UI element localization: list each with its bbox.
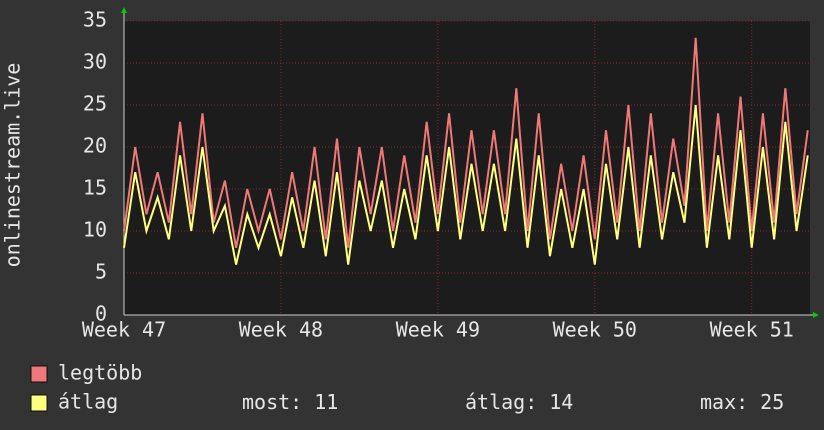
axis-arrow [813,312,819,318]
stat-label: átlag: [465,390,537,414]
y-tick-label: 10 [83,218,107,242]
stat-label: most: [242,390,302,414]
stat-value: 11 [314,390,338,414]
y-tick-label: 5 [95,260,107,284]
y-axis-label: onlinestream.live [1,63,25,268]
stat-value: 25 [760,390,784,414]
legend-stat: átlag: 14 [465,390,573,414]
x-tick-label: Week 47 [82,318,166,342]
legend-stat: most: 11 [242,390,338,414]
y-tick-label: 0 [95,302,107,326]
y-tick-label: 20 [83,134,107,158]
legend-label: legtöbb [58,361,142,385]
series-line [123,104,809,265]
legend-stat: max: 25 [700,390,784,414]
x-tick-label: Week 51 [710,318,794,342]
y-tick-label: 35 [83,8,107,32]
axis-arrow [121,7,127,13]
x-tick-label: Week 50 [553,318,637,342]
series-line [123,37,809,248]
y-tick-label: 30 [83,50,107,74]
y-tick-label: 15 [83,176,107,200]
legend-swatch [30,394,48,412]
y-tick-label: 25 [83,92,107,116]
legend-swatch [30,365,48,383]
legend-label: átlag [58,390,118,414]
x-tick-label: Week 48 [239,318,323,342]
stat-value: 14 [549,390,573,414]
x-tick-label: Week 49 [396,318,480,342]
stat-label: max: [700,390,748,414]
